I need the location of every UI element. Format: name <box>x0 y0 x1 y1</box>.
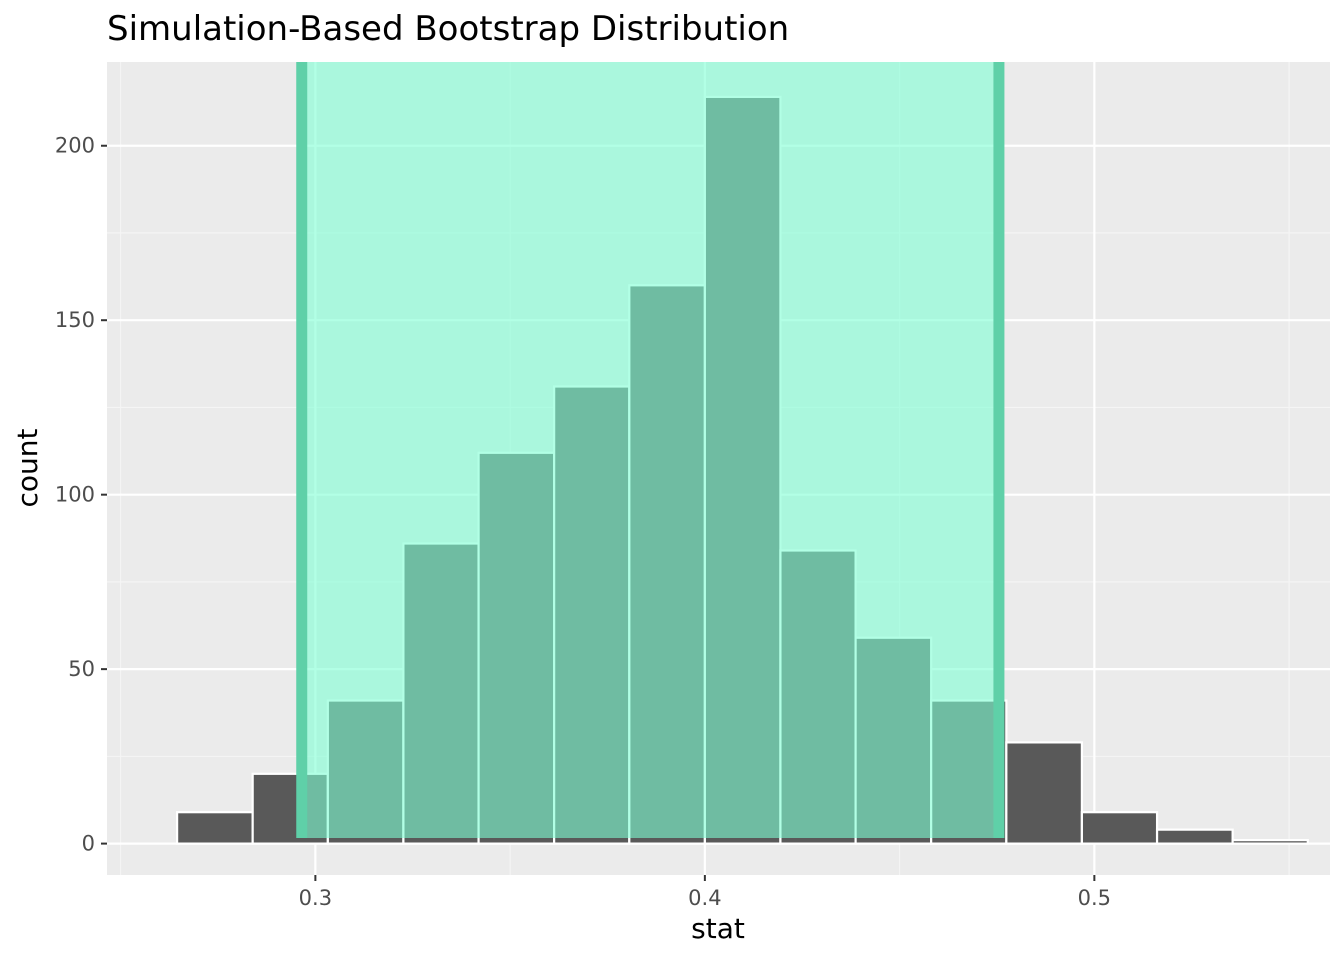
y-tick-label: 0 <box>82 832 95 856</box>
x-tick-label: 0.3 <box>299 886 332 910</box>
y-axis-title: count <box>11 428 44 507</box>
x-axis-title: stat <box>691 912 745 945</box>
confidence-interval-shading <box>296 62 1005 838</box>
histogram-bar <box>1155 828 1234 845</box>
confidence-interval-band <box>301 62 999 838</box>
y-axis: 0 50 100 150 200 <box>55 134 107 856</box>
histogram-bar <box>1080 811 1159 845</box>
histogram-bar <box>1231 839 1309 845</box>
y-tick-label: 100 <box>55 483 95 507</box>
histogram-bar <box>1005 741 1083 845</box>
chart-title: Simulation-Based Bootstrap Distribution <box>107 9 789 49</box>
x-tick-label: 0.4 <box>688 886 721 910</box>
x-tick-label: 0.5 <box>1078 886 1111 910</box>
y-tick-label: 150 <box>55 308 95 332</box>
x-axis: 0.3 0.4 0.5 <box>299 875 1111 910</box>
y-tick-label: 200 <box>55 134 95 158</box>
y-tick-label: 50 <box>68 657 95 681</box>
histogram-bar <box>176 811 254 845</box>
